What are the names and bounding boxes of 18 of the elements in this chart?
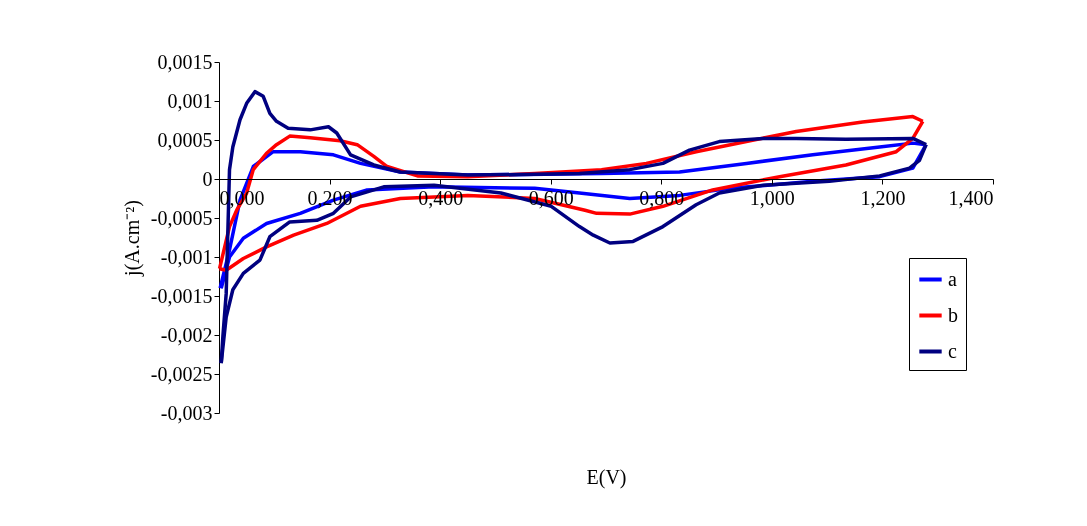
x-tick-label: 1,000 xyxy=(749,186,795,209)
x-axis-title: E(V) xyxy=(586,465,627,489)
y-tick-label: 0,0015 xyxy=(157,50,213,73)
legend-label: b xyxy=(948,303,958,326)
y-tick-label: -0,0015 xyxy=(150,284,213,307)
y-tick-label: -0,003 xyxy=(160,401,213,424)
y-tick-label: 0 xyxy=(202,167,213,190)
x-tick-label: 1,200 xyxy=(860,186,906,209)
y-axis-title: j(A.cm⁻²) xyxy=(120,200,144,277)
y-tick-label: -0,0005 xyxy=(150,206,213,229)
x-tick-label: 1,400 xyxy=(948,186,994,209)
y-tick-label: 0,001 xyxy=(167,89,213,112)
legend-label: c xyxy=(948,339,957,362)
legend-label: a xyxy=(948,267,957,290)
y-tick-label: -0,001 xyxy=(160,245,213,268)
y-tick-label: 0,0005 xyxy=(157,128,213,151)
y-tick-label: -0,0025 xyxy=(150,362,213,385)
y-tick-label: -0,002 xyxy=(160,323,213,346)
